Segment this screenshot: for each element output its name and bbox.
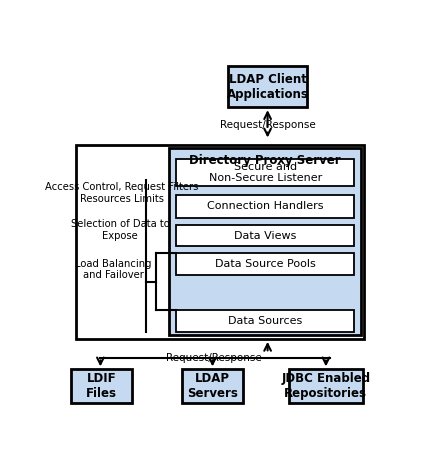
Text: Secure and
Non-Secure Listener: Secure and Non-Secure Listener <box>209 162 322 183</box>
Text: Data Sources: Data Sources <box>228 316 302 326</box>
Bar <box>76 144 364 339</box>
Bar <box>71 369 132 403</box>
Text: Selection of Data to
Expose: Selection of Data to Expose <box>71 219 170 241</box>
Bar <box>289 369 363 403</box>
Bar <box>228 66 307 107</box>
Bar <box>176 253 354 275</box>
Text: Load Balancing
and Failover: Load Balancing and Failover <box>75 259 152 280</box>
Bar <box>176 311 354 332</box>
Bar <box>169 148 361 335</box>
Text: Access Control, Request Filters
Resources Limits: Access Control, Request Filters Resource… <box>45 182 198 204</box>
Text: LDAP Client
Applications: LDAP Client Applications <box>227 73 308 101</box>
Text: Request/Response: Request/Response <box>220 120 316 130</box>
Text: Data Source Pools: Data Source Pools <box>215 259 316 269</box>
Text: JDBC Enabled
Repositories: JDBC Enabled Repositories <box>281 372 371 400</box>
Bar <box>176 159 354 186</box>
Text: Request/Response: Request/Response <box>166 352 261 363</box>
Text: Connection Handlers: Connection Handlers <box>207 201 324 211</box>
Bar <box>182 369 243 403</box>
Bar <box>176 225 354 246</box>
Text: LDIF
Files: LDIF Files <box>86 372 117 400</box>
Bar <box>176 194 354 218</box>
Text: Data Views: Data Views <box>234 231 297 241</box>
Text: LDAP
Servers: LDAP Servers <box>187 372 238 400</box>
Text: Directory Proxy Server: Directory Proxy Server <box>190 154 341 167</box>
